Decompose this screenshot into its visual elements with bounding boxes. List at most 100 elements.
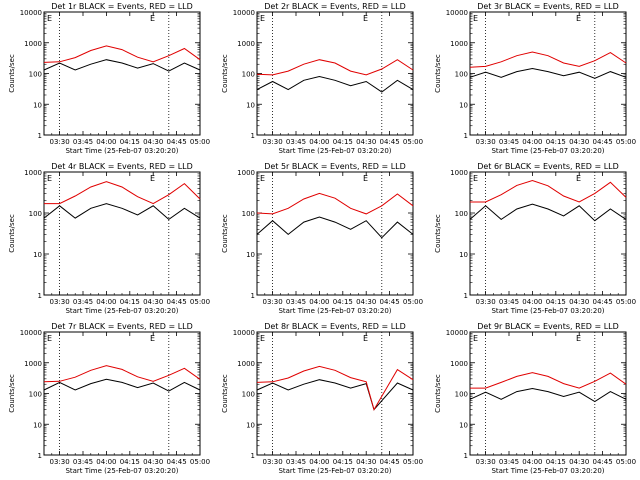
series-line-events bbox=[469, 203, 627, 222]
y-tick-label: 10 bbox=[459, 101, 468, 109]
y-tick-label: 1000 bbox=[24, 40, 42, 48]
series-line-events bbox=[43, 203, 201, 221]
x-tick-label: 04:00 bbox=[522, 298, 542, 306]
x-tick-label: 04:15 bbox=[120, 298, 140, 306]
x-axis-label: Start Time (25-Feb-07 03:20:20) bbox=[278, 147, 391, 155]
x-tick-label: 04:45 bbox=[167, 458, 187, 466]
chart-panel-det-6: Det 6r BLACK = Events, RED = LLD 1 10 100 10… bbox=[434, 162, 636, 315]
plot-frame bbox=[43, 331, 201, 456]
chart-title: Det 7r BLACK = Events, RED = LLD bbox=[51, 322, 193, 331]
x-tick-label: 04:00 bbox=[309, 458, 329, 466]
x-tick-label: 03:45 bbox=[499, 458, 519, 466]
chart-title: Det 9r BLACK = Events, RED = LLD bbox=[477, 322, 619, 331]
series-line-lld bbox=[256, 59, 414, 76]
x-tick-label: 03:30 bbox=[50, 458, 70, 466]
corner-mark-secondary: E bbox=[150, 174, 155, 183]
y-axis-label: Counts/sec bbox=[221, 214, 229, 253]
x-axis-label: Start Time (25-Feb-07 03:20:20) bbox=[491, 467, 604, 475]
corner-mark: E bbox=[473, 334, 478, 343]
corner-mark: E bbox=[47, 334, 52, 343]
plot-frame bbox=[43, 11, 201, 136]
x-axis-label: Start Time (25-Feb-07 03:20:20) bbox=[491, 147, 604, 155]
chart-title: Det 3r BLACK = Events, RED = LLD bbox=[477, 2, 619, 11]
corner-mark: E bbox=[47, 174, 52, 183]
x-tick-label: 03:45 bbox=[499, 298, 519, 306]
x-tick-label: 04:30 bbox=[143, 298, 163, 306]
corner-mark: E bbox=[260, 14, 265, 23]
x-tick-label: 04:00 bbox=[96, 458, 116, 466]
y-tick-label: 1000 bbox=[450, 360, 468, 368]
y-axis-label: Counts/sec bbox=[8, 214, 16, 253]
y-tick-label: 10 bbox=[246, 421, 255, 429]
y-tick-label: 1000 bbox=[450, 169, 468, 177]
corner-mark: E bbox=[47, 14, 52, 23]
corner-mark: E bbox=[473, 14, 478, 23]
y-tick-label: 1000 bbox=[24, 169, 42, 177]
y-tick-label: 10 bbox=[459, 421, 468, 429]
series-line-lld bbox=[256, 365, 414, 411]
x-tick-label: 03:45 bbox=[73, 138, 93, 146]
y-tick-label: 10000 bbox=[446, 9, 468, 17]
plot-frame bbox=[469, 11, 627, 136]
y-tick-label: 100 bbox=[455, 71, 468, 79]
y-tick-label: 1000 bbox=[24, 360, 42, 368]
chart-title: Det 8r BLACK = Events, RED = LLD bbox=[264, 322, 406, 331]
x-axis-label: Start Time (25-Feb-07 03:20:20) bbox=[65, 307, 178, 315]
plot-frame bbox=[469, 331, 627, 456]
x-tick-label: 03:30 bbox=[476, 458, 496, 466]
x-tick-label: 04:45 bbox=[380, 298, 400, 306]
y-tick-label: 1 bbox=[251, 292, 255, 300]
series-line-events bbox=[256, 216, 414, 239]
chart-panel-det-3: Det 3r BLACK = Events, RED = LLD 1 10 100 10… bbox=[434, 2, 636, 155]
x-tick-label: 04:30 bbox=[143, 458, 163, 466]
x-tick-label: 04:00 bbox=[96, 138, 116, 146]
x-tick-label: 04:15 bbox=[546, 138, 566, 146]
x-tick-label: 05:00 bbox=[190, 458, 210, 466]
x-tick-label: 04:15 bbox=[546, 458, 566, 466]
corner-mark-secondary: E bbox=[576, 334, 581, 343]
y-tick-label: 10 bbox=[246, 251, 255, 259]
y-tick-label: 10 bbox=[33, 421, 42, 429]
y-tick-label: 10000 bbox=[233, 329, 255, 337]
y-tick-label: 1 bbox=[251, 452, 255, 460]
series-line-events bbox=[469, 387, 627, 403]
y-tick-label: 1 bbox=[38, 292, 42, 300]
y-tick-label: 100 bbox=[242, 210, 255, 218]
x-tick-label: 04:15 bbox=[120, 458, 140, 466]
x-tick-label: 04:45 bbox=[593, 298, 613, 306]
y-tick-label: 1000 bbox=[450, 40, 468, 48]
x-tick-label: 04:00 bbox=[309, 298, 329, 306]
series-line-lld bbox=[256, 192, 414, 215]
y-tick-label: 1000 bbox=[237, 40, 255, 48]
x-tick-label: 04:15 bbox=[120, 138, 140, 146]
corner-mark: E bbox=[260, 334, 265, 343]
chart-title: Det 1r BLACK = Events, RED = LLD bbox=[51, 2, 193, 11]
y-tick-label: 1000 bbox=[237, 169, 255, 177]
y-tick-label: 1 bbox=[464, 452, 468, 460]
series-line-events bbox=[43, 59, 201, 72]
series-line-events bbox=[256, 75, 414, 93]
x-tick-label: 03:30 bbox=[263, 458, 283, 466]
x-axis-label: Start Time (25-Feb-07 03:20:20) bbox=[278, 467, 391, 475]
series-line-lld bbox=[44, 181, 201, 205]
x-tick-label: 03:45 bbox=[286, 298, 306, 306]
x-tick-label: 03:30 bbox=[50, 298, 70, 306]
x-tick-label: 04:15 bbox=[333, 138, 353, 146]
y-tick-label: 100 bbox=[29, 71, 42, 79]
x-tick-label: 05:00 bbox=[616, 458, 636, 466]
y-axis-label: Counts/sec bbox=[8, 374, 16, 413]
y-tick-label: 100 bbox=[455, 391, 468, 399]
series-line-lld bbox=[43, 45, 201, 63]
y-axis-label: Counts/sec bbox=[221, 374, 229, 413]
corner-mark-secondary: E bbox=[150, 334, 155, 343]
y-tick-label: 1 bbox=[38, 132, 42, 140]
x-tick-label: 03:30 bbox=[50, 138, 70, 146]
x-axis-label: Start Time (25-Feb-07 03:20:20) bbox=[65, 147, 178, 155]
x-tick-label: 04:30 bbox=[356, 298, 376, 306]
x-tick-label: 04:45 bbox=[593, 138, 613, 146]
x-tick-label: 04:45 bbox=[593, 458, 613, 466]
corner-mark: E bbox=[260, 174, 265, 183]
corner-mark-secondary: E bbox=[150, 14, 155, 23]
x-tick-label: 04:30 bbox=[143, 138, 163, 146]
